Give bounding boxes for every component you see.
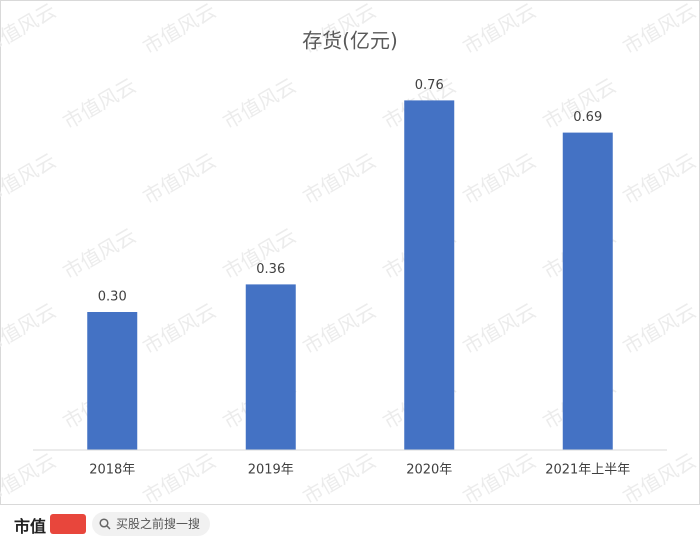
x-tick-label: 2019年 xyxy=(248,463,294,478)
value-label: 0.36 xyxy=(256,262,285,277)
bar xyxy=(87,312,138,450)
value-label: 0.30 xyxy=(98,290,127,305)
x-tick-label: 2020年 xyxy=(406,463,452,478)
brand: 市值 xyxy=(14,517,47,536)
value-label: 0.76 xyxy=(415,78,444,93)
search-box[interactable]: 买股之前搜一搜 xyxy=(92,512,210,536)
x-tick-label: 2018年 xyxy=(89,463,135,478)
x-tick-label: 2021年上半年 xyxy=(545,463,630,478)
bar xyxy=(245,284,296,450)
value-label: 0.69 xyxy=(573,110,602,125)
bar xyxy=(404,100,455,451)
footer: 市值 买股之前搜一搜 xyxy=(0,505,700,543)
search-text: 买股之前搜一搜 xyxy=(116,517,201,531)
search-icon xyxy=(99,518,111,530)
brand-logo xyxy=(50,514,86,534)
chart-title: 存货(亿元) xyxy=(302,29,398,53)
bar xyxy=(562,132,613,450)
